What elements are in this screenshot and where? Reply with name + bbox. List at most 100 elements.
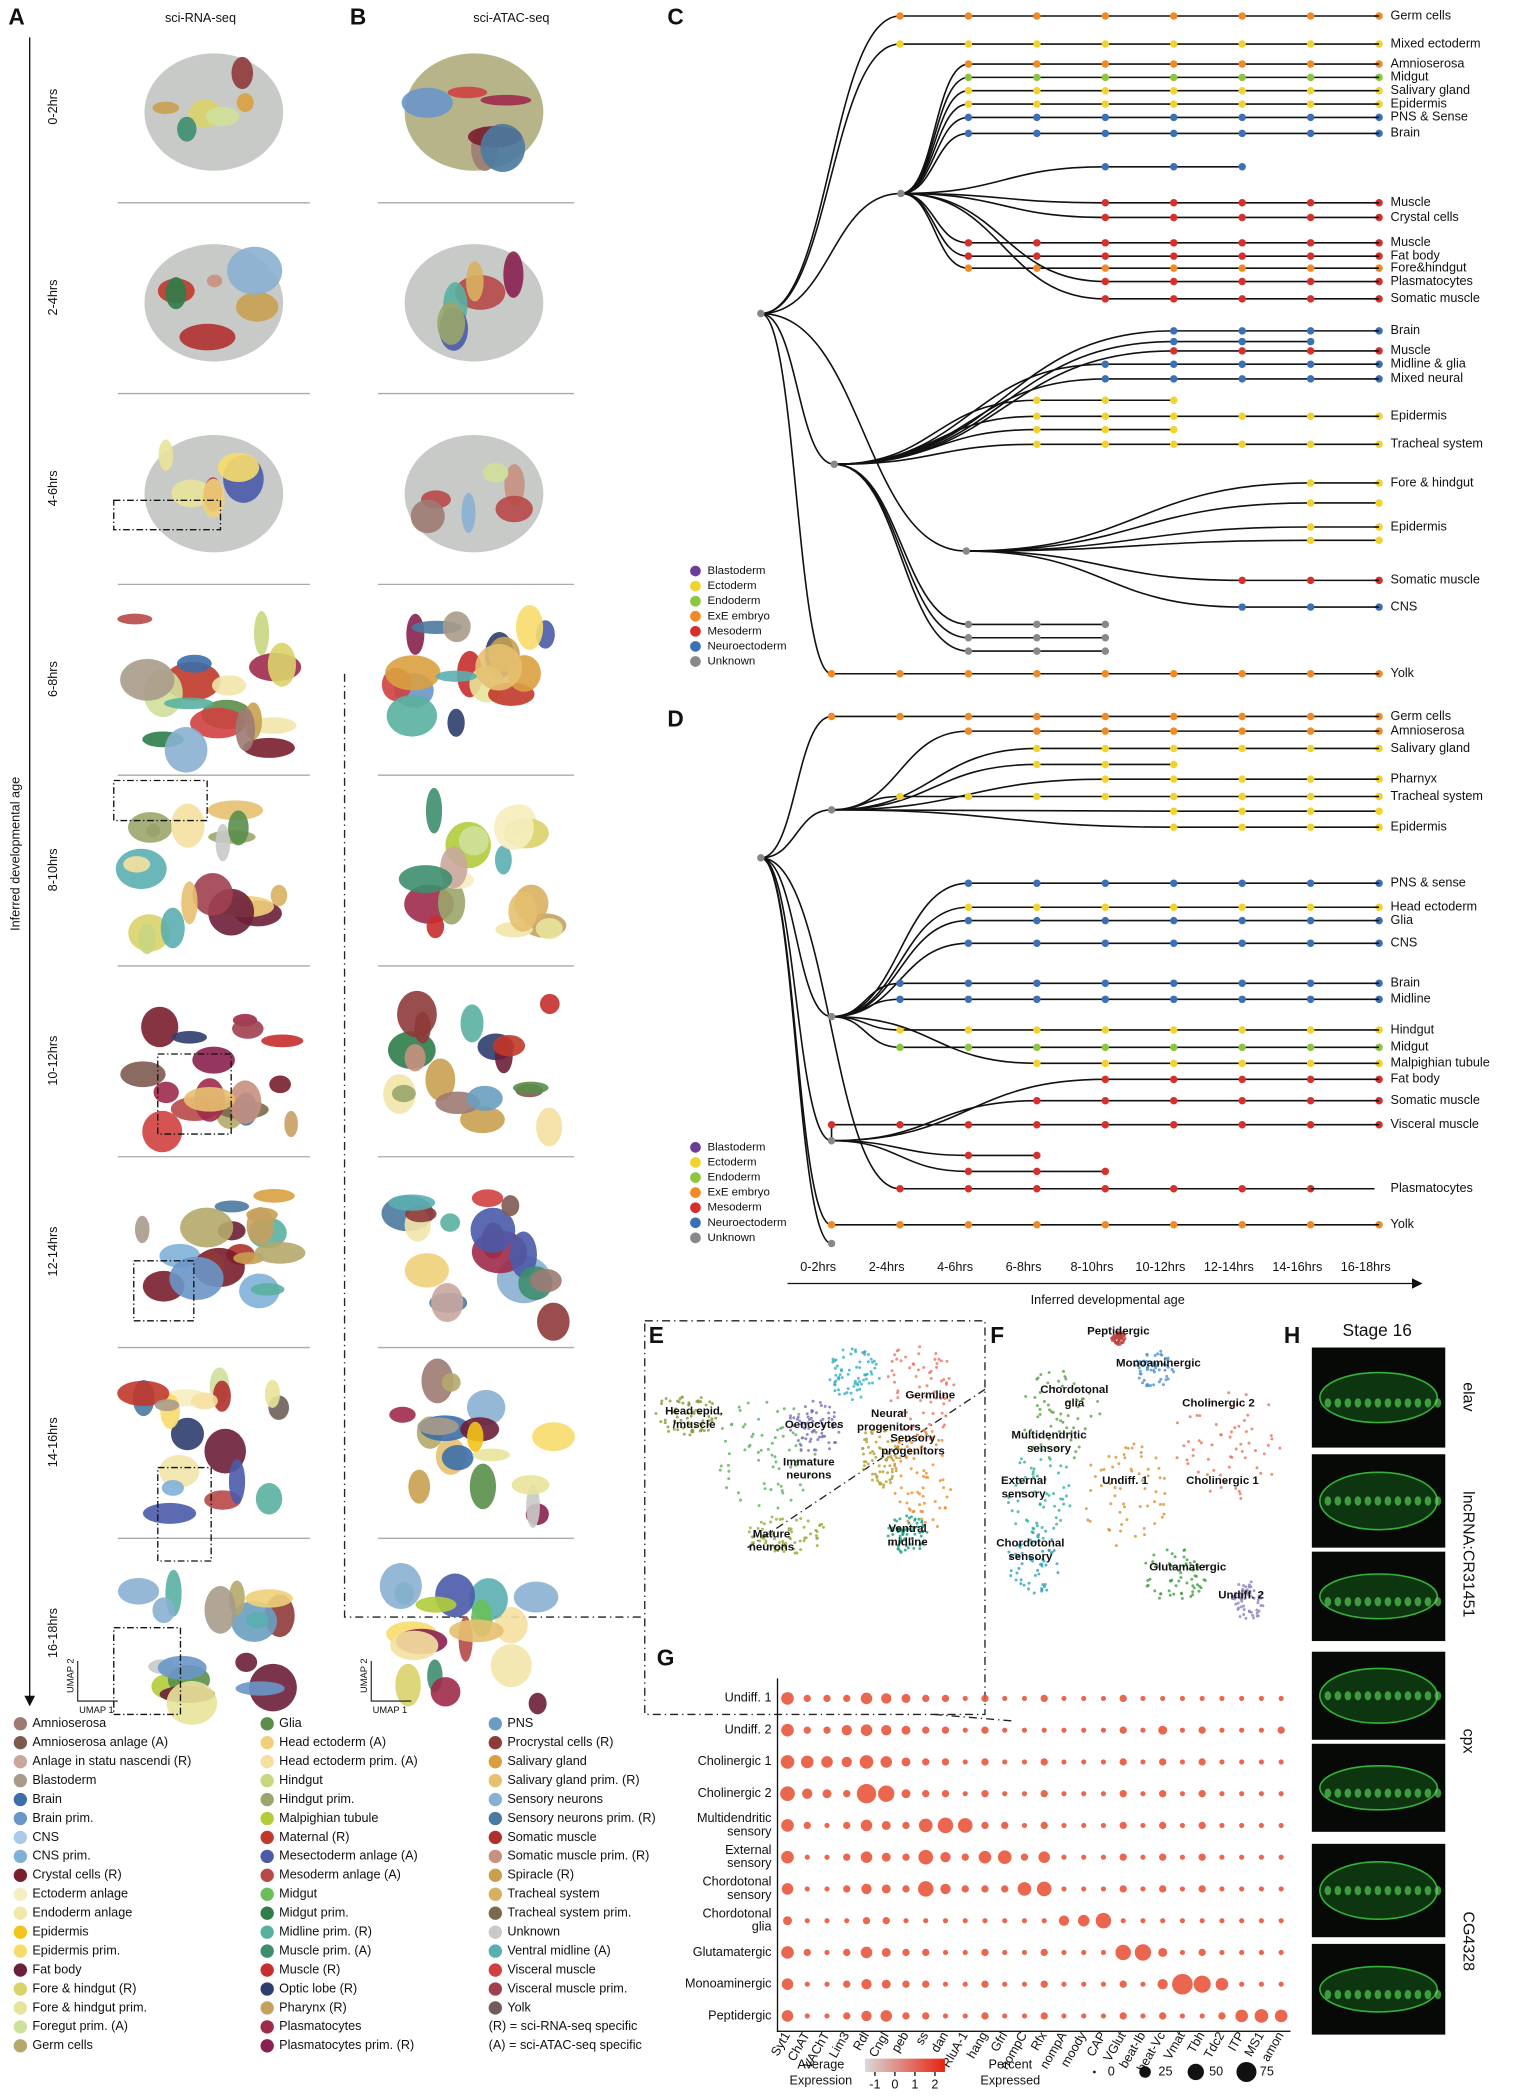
cluster-label: progenitors <box>857 1422 921 1434</box>
tree-node <box>964 252 973 260</box>
cell <box>899 1459 903 1463</box>
cell <box>807 1448 810 1452</box>
legend-label: CNS <box>32 1830 59 1844</box>
cell <box>756 1526 760 1530</box>
tree-branch <box>760 715 1380 859</box>
cell <box>1253 1449 1257 1453</box>
cluster-label: Undiff. 1 <box>1102 1475 1148 1487</box>
cell <box>759 1520 763 1524</box>
cell <box>781 1539 785 1543</box>
legend-label: Maternal (R) <box>279 1830 349 1844</box>
leaf-label: Midline <box>1391 992 1431 1006</box>
tree-node <box>1033 1167 1041 1176</box>
tree-node <box>1170 347 1178 355</box>
stain <box>1414 1989 1422 2000</box>
cell <box>890 1369 894 1373</box>
cell <box>1175 1565 1179 1569</box>
legend-label: Salivary gland prim. (R) <box>507 1773 639 1787</box>
dot <box>903 1918 909 1924</box>
cell <box>1075 1386 1078 1390</box>
dot <box>1081 1854 1087 1860</box>
cell <box>1040 1526 1044 1529</box>
cell <box>896 1530 900 1534</box>
legend-swatch <box>13 1754 28 1769</box>
legend-label: Sensory neurons prim. (R) <box>507 1811 655 1825</box>
cell <box>882 1483 886 1487</box>
tree-node <box>1306 979 1315 988</box>
cell <box>820 1422 824 1425</box>
cell-cluster <box>431 1282 464 1323</box>
cell <box>691 1430 695 1434</box>
cell <box>941 1393 945 1397</box>
cell <box>1160 1515 1164 1519</box>
embryo <box>1319 1764 1439 1811</box>
cell <box>1061 1497 1065 1501</box>
leaf-label: Muscle <box>1391 343 1431 357</box>
dot <box>922 1790 930 1798</box>
cell <box>1048 1464 1052 1468</box>
dot <box>1021 2013 1028 2019</box>
dot <box>1100 1886 1107 1892</box>
stain <box>1364 1398 1372 1408</box>
dot <box>824 1949 830 1956</box>
cell <box>763 1487 767 1491</box>
dot <box>781 1978 794 1990</box>
tree-node <box>1170 995 1178 1004</box>
dot <box>1179 1727 1186 1733</box>
dot <box>1061 1854 1067 1860</box>
cell-cluster <box>117 1577 160 1605</box>
cell <box>865 1440 869 1444</box>
cell <box>1010 1509 1014 1513</box>
cell <box>693 1425 697 1429</box>
cell-cluster <box>404 1044 426 1072</box>
dot <box>1258 1886 1264 1892</box>
cell <box>1036 1446 1040 1450</box>
cell <box>1191 1568 1195 1572</box>
panel-label: C <box>667 4 683 30</box>
cell <box>1047 1437 1051 1441</box>
cell <box>1156 1352 1160 1356</box>
cluster-label: neurons <box>786 1470 831 1482</box>
cell <box>1191 1593 1195 1597</box>
dot <box>1258 1791 1264 1797</box>
cell <box>1029 1466 1033 1470</box>
dot <box>843 1821 851 1830</box>
dot <box>1081 1727 1087 1733</box>
cell <box>1009 1554 1013 1558</box>
tree-node <box>1170 277 1178 286</box>
tree-node <box>1238 939 1246 948</box>
cell <box>942 1402 946 1406</box>
cell <box>890 1467 894 1471</box>
cell <box>1244 1585 1248 1589</box>
cell <box>1171 1564 1174 1568</box>
tree-node <box>896 1043 904 1052</box>
cell <box>937 1357 941 1361</box>
dot <box>1158 1725 1168 1735</box>
tree-node <box>1170 670 1178 678</box>
tree-node <box>1101 396 1110 404</box>
dot <box>902 2012 910 2020</box>
tree-node <box>1033 425 1041 434</box>
dot <box>1278 1791 1284 1797</box>
cell-cluster <box>236 93 254 113</box>
dot <box>1239 1759 1245 1765</box>
dot <box>1140 1695 1146 1701</box>
stain <box>1364 1691 1372 1701</box>
cell <box>803 1536 807 1540</box>
cell <box>1063 1375 1067 1379</box>
cell <box>1236 1607 1240 1611</box>
cluster-label: sensory <box>1008 1551 1053 1563</box>
leaf-label: Midgut <box>1391 70 1429 84</box>
cell <box>929 1376 933 1380</box>
dot <box>824 1918 830 1924</box>
cell-cluster <box>509 1231 537 1279</box>
tree-node <box>1101 712 1110 721</box>
cell <box>905 1456 908 1459</box>
leaf-label: Somatic muscle <box>1391 291 1480 305</box>
umap-atac <box>381 1189 570 1341</box>
cell <box>884 1429 888 1433</box>
tree-node <box>964 647 973 655</box>
tree-node <box>1306 40 1315 48</box>
cell <box>810 1410 814 1414</box>
tree-node <box>1101 1059 1110 1068</box>
